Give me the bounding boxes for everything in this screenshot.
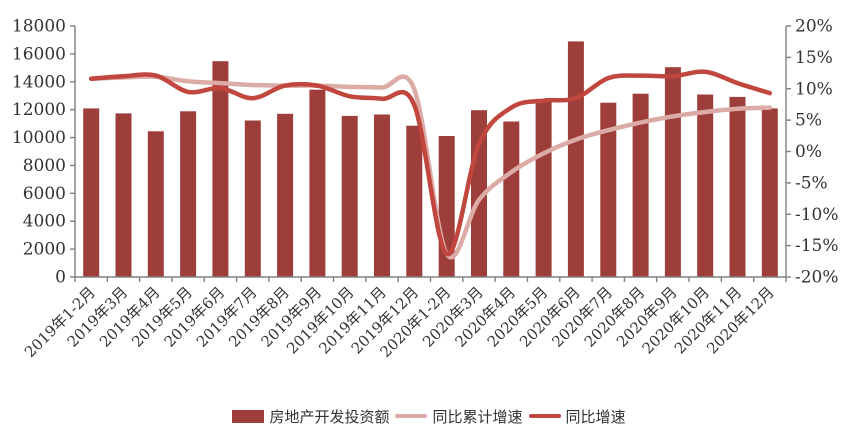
right-axis-tick-label: 10% [795,79,833,99]
right-axis-tick-label: 20% [795,17,833,37]
bar-swatch-icon [232,409,265,423]
investment-bar [406,125,423,277]
investment-bar [600,102,617,277]
investment-bar [309,89,326,277]
left-axis-tick-label: 10000 [12,128,66,148]
yoy-growth-line [88,69,773,257]
yoy-line-swatch-icon [528,414,561,418]
legend-label-investment: 房地产开发投资额 [269,407,390,426]
investment-bar [567,41,584,278]
left-axis-tick-label: 16000 [12,44,66,64]
right-axis-tick-label: 0% [795,142,822,162]
left-axis-tick-label: 6000 [23,184,66,204]
investment-bar [503,121,520,277]
investment-bar [729,96,746,278]
left-axis-tick-label: 2000 [23,240,66,260]
investment-bar [632,93,649,277]
legend-label-yoy-growth: 同比增速 [565,407,626,426]
left-axis-tick-label: 4000 [23,212,66,232]
investment-bar [535,98,552,278]
right-axis-tick-label: -10% [795,205,839,225]
legend-label-cumulative-growth: 同比累计增速 [432,407,523,426]
right-axis-tick-label: -20% [795,268,839,288]
investment-bar [147,131,164,277]
legend-item-yoy-growth: 同比增速 [528,406,626,427]
investment-bar [761,108,778,278]
investment-bar [83,108,100,278]
left-axis-tick-label: 18000 [12,17,66,37]
investment-bar [212,61,229,278]
investment-bar [664,67,681,277]
left-axis-tick-label: 0 [55,268,66,288]
investment-bar [180,111,197,277]
left-axis-tick-label: 14000 [12,72,66,92]
investment-bar [697,94,714,277]
investment-bar [115,113,132,278]
right-axis-tick-label: 15% [795,48,833,68]
right-axis-tick-label: -15% [795,236,839,256]
investment-bar [244,120,261,277]
investment-bar [341,115,358,278]
investment-bar [277,113,294,277]
right-axis-tick-label: -5% [795,173,828,193]
left-axis-tick-label: 12000 [12,100,66,120]
legend-item-cumulative-growth: 同比累计增速 [395,406,523,427]
investment-bar [374,114,390,277]
chart-legend: 房地产开发投资额 同比累计增速 同比增速 [0,398,858,434]
chart-plot-area: 0 2000 4000 6000 8000 10000 12000 14000 16000 180… [12,17,839,362]
left-axis-tick-label: 8000 [23,156,66,176]
right-axis-tick-label: 5% [795,111,822,131]
cumulative-line-swatch-icon [395,414,428,418]
legend-item-investment: 房地产开发投资额 [232,406,389,427]
